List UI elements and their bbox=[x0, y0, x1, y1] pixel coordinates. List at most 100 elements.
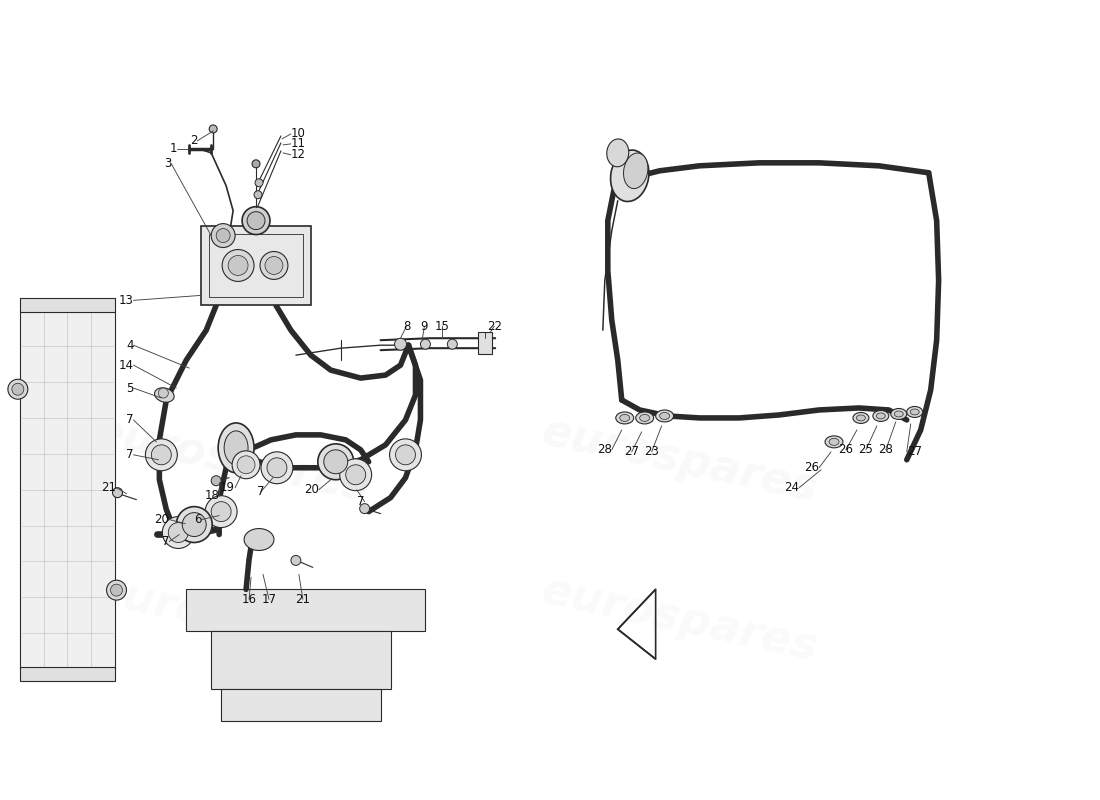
Text: 23: 23 bbox=[645, 446, 659, 458]
Bar bbox=[478, 332, 492, 354]
Circle shape bbox=[267, 458, 287, 478]
Circle shape bbox=[217, 229, 230, 242]
Circle shape bbox=[206, 496, 238, 527]
Circle shape bbox=[211, 502, 231, 522]
Text: 7: 7 bbox=[257, 485, 265, 498]
Circle shape bbox=[168, 522, 188, 542]
Ellipse shape bbox=[873, 410, 889, 422]
Bar bbox=[20, 310, 114, 669]
Text: eurospares: eurospares bbox=[89, 410, 373, 510]
Circle shape bbox=[238, 456, 255, 474]
Circle shape bbox=[448, 339, 458, 349]
Ellipse shape bbox=[891, 409, 906, 419]
Ellipse shape bbox=[910, 409, 920, 415]
Circle shape bbox=[261, 452, 293, 484]
Text: 11: 11 bbox=[290, 138, 306, 150]
Circle shape bbox=[145, 439, 177, 470]
Ellipse shape bbox=[318, 444, 354, 480]
Circle shape bbox=[152, 445, 172, 465]
Text: 17: 17 bbox=[262, 593, 276, 606]
Ellipse shape bbox=[607, 139, 629, 166]
Text: 26: 26 bbox=[804, 462, 820, 474]
Text: 10: 10 bbox=[290, 127, 306, 141]
Circle shape bbox=[260, 251, 288, 279]
Ellipse shape bbox=[323, 450, 348, 474]
Circle shape bbox=[248, 212, 265, 230]
Ellipse shape bbox=[183, 513, 206, 537]
Circle shape bbox=[112, 488, 122, 498]
Text: 15: 15 bbox=[434, 320, 450, 333]
Circle shape bbox=[345, 465, 365, 485]
Ellipse shape bbox=[218, 423, 254, 473]
Text: 21: 21 bbox=[296, 593, 310, 606]
Bar bbox=[201, 226, 311, 306]
Circle shape bbox=[163, 517, 195, 549]
Bar bbox=[186, 590, 426, 631]
Ellipse shape bbox=[176, 506, 212, 542]
Ellipse shape bbox=[624, 153, 648, 189]
Text: 5: 5 bbox=[126, 382, 133, 394]
Text: 7: 7 bbox=[162, 535, 169, 548]
Ellipse shape bbox=[640, 414, 650, 422]
Ellipse shape bbox=[656, 410, 673, 422]
Circle shape bbox=[389, 439, 421, 470]
Text: 1: 1 bbox=[169, 142, 177, 155]
Ellipse shape bbox=[610, 150, 649, 202]
Text: 28: 28 bbox=[597, 443, 612, 456]
Bar bbox=[20, 667, 114, 681]
Bar bbox=[221, 689, 381, 721]
Circle shape bbox=[360, 504, 370, 514]
Circle shape bbox=[254, 190, 262, 198]
Circle shape bbox=[158, 388, 168, 398]
Text: 19: 19 bbox=[220, 481, 235, 494]
Text: 20: 20 bbox=[304, 483, 319, 496]
Circle shape bbox=[396, 445, 416, 465]
Bar bbox=[20, 298, 114, 312]
Text: 8: 8 bbox=[403, 320, 410, 333]
Text: eurospares: eurospares bbox=[538, 410, 822, 510]
Circle shape bbox=[209, 125, 217, 133]
Ellipse shape bbox=[829, 438, 839, 446]
Ellipse shape bbox=[894, 411, 903, 417]
Text: 28: 28 bbox=[879, 443, 893, 456]
Text: 24: 24 bbox=[784, 481, 799, 494]
Bar bbox=[211, 631, 390, 689]
Text: 7: 7 bbox=[126, 414, 133, 426]
Circle shape bbox=[110, 584, 122, 596]
Text: eurospares: eurospares bbox=[89, 569, 373, 670]
Text: 21: 21 bbox=[101, 481, 117, 494]
Ellipse shape bbox=[616, 412, 634, 424]
Text: 4: 4 bbox=[126, 338, 133, 352]
Text: 16: 16 bbox=[242, 593, 256, 606]
Text: 14: 14 bbox=[119, 358, 133, 372]
Ellipse shape bbox=[224, 431, 249, 465]
Circle shape bbox=[340, 458, 372, 490]
Ellipse shape bbox=[636, 412, 653, 424]
Text: 22: 22 bbox=[486, 320, 502, 333]
Text: 6: 6 bbox=[194, 513, 201, 526]
Text: 27: 27 bbox=[906, 446, 922, 458]
Circle shape bbox=[12, 383, 24, 395]
Circle shape bbox=[255, 178, 263, 186]
Circle shape bbox=[290, 555, 301, 566]
Circle shape bbox=[107, 580, 126, 600]
Text: 25: 25 bbox=[858, 443, 873, 456]
Text: 7: 7 bbox=[126, 448, 133, 462]
Text: 9: 9 bbox=[420, 320, 428, 333]
Text: 18: 18 bbox=[205, 489, 219, 502]
Text: 7: 7 bbox=[358, 495, 364, 508]
Circle shape bbox=[265, 257, 283, 274]
Ellipse shape bbox=[877, 413, 886, 419]
Circle shape bbox=[8, 379, 28, 399]
Text: 12: 12 bbox=[290, 148, 306, 162]
Text: 3: 3 bbox=[164, 158, 172, 170]
Text: 27: 27 bbox=[624, 446, 639, 458]
Text: 20: 20 bbox=[154, 513, 169, 526]
Circle shape bbox=[252, 160, 260, 168]
Ellipse shape bbox=[852, 413, 869, 423]
Ellipse shape bbox=[244, 529, 274, 550]
Ellipse shape bbox=[619, 414, 629, 422]
Ellipse shape bbox=[825, 436, 843, 448]
Circle shape bbox=[232, 451, 260, 478]
Ellipse shape bbox=[660, 413, 670, 419]
